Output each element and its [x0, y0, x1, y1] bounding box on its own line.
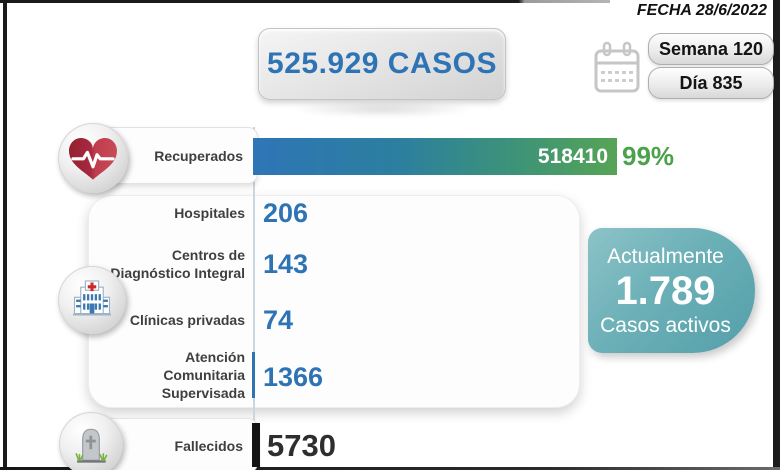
active-cases-caption: Actualmente [607, 244, 724, 268]
facility-value-acs: 1366 [263, 362, 324, 392]
facility-value-hospitales: 206 [263, 198, 309, 228]
row-accent-tick [252, 352, 255, 398]
active-cases-value: 1.789 [615, 268, 716, 313]
facility-value-cdi: 143 [263, 249, 309, 279]
facility-label-line: Supervisada [161, 385, 245, 401]
active-cases-badge: Actualmente 1.789 Casos activos [588, 228, 755, 353]
recovered-progress-bar: 518410 [253, 138, 617, 175]
heart-ekg-icon [58, 123, 128, 193]
bottom-crop-bar [0, 467, 780, 470]
day-label: Día 835 [679, 72, 743, 93]
facility-label-line: Hospitales [174, 205, 245, 221]
top-crop-bar [0, 0, 610, 3]
column-divider [253, 127, 255, 468]
hospital-building-icon [58, 266, 126, 334]
recovered-percent: 99% [622, 141, 675, 171]
recovered-label: Recuperados [154, 147, 243, 164]
facility-label-line: Clínicas privadas [129, 312, 245, 328]
facility-value-clinicas: 74 [263, 305, 294, 335]
right-crop-bar [773, 0, 780, 470]
facility-label-line: Centros de [171, 247, 245, 263]
total-cases-reflection [290, 101, 475, 117]
total-cases-box: 525.929 CASOS [258, 28, 506, 100]
deaths-label: Fallecidos [174, 437, 243, 454]
facility-label-cdi: Centros de Diagnóstico Integral [88, 246, 245, 282]
left-crop-bar [3, 0, 7, 470]
week-label: Semana 120 [658, 38, 764, 59]
facility-label-hospitales: Hospitales [88, 204, 245, 222]
week-chip: Semana 120 [648, 33, 774, 65]
tombstone-icon [59, 412, 123, 470]
calendar-icon [592, 40, 642, 96]
facility-label-line: Comunitaria [163, 367, 245, 383]
facility-label-clinicas: Clínicas privadas [88, 311, 245, 329]
facility-label-line: Atención [185, 349, 245, 365]
deaths-value: 5730 [267, 428, 336, 463]
total-cases-value: 525.929 CASOS [267, 47, 497, 80]
deaths-mini-bar [252, 423, 260, 467]
active-cases-label: Casos activos [600, 313, 731, 337]
facility-label-acs: Atención Comunitaria Supervisada [88, 348, 245, 402]
date-label: FECHA 28/6/2022 [636, 2, 767, 19]
facilities-panel [88, 195, 580, 408]
day-chip: Día 835 [648, 67, 774, 99]
recovered-value: 518410 [537, 144, 608, 168]
facility-label-line: Diagnóstico Integral [110, 265, 245, 281]
